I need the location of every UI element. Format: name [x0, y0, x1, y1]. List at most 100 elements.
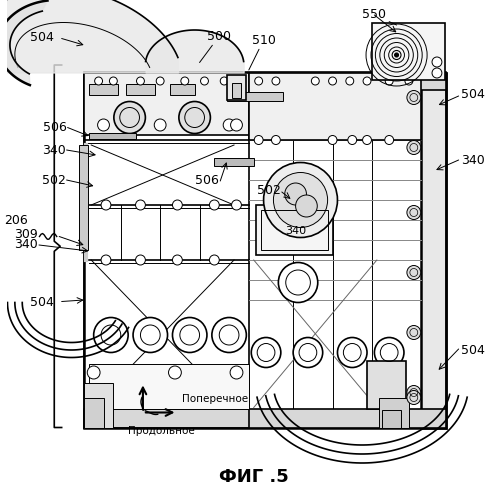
- Circle shape: [346, 77, 354, 85]
- Text: 502: 502: [257, 184, 281, 198]
- Circle shape: [432, 57, 442, 67]
- Bar: [84, 72, 446, 428]
- Bar: [367, 361, 406, 408]
- Circle shape: [385, 77, 393, 85]
- Bar: [88, 133, 136, 139]
- Circle shape: [407, 386, 420, 400]
- Text: ФИГ .5: ФИГ .5: [219, 468, 288, 486]
- Circle shape: [293, 338, 322, 368]
- Text: 504: 504: [30, 296, 54, 309]
- Circle shape: [179, 102, 210, 134]
- Circle shape: [230, 366, 243, 379]
- Circle shape: [232, 200, 241, 210]
- Circle shape: [272, 136, 280, 144]
- Text: 340: 340: [285, 226, 306, 236]
- Circle shape: [407, 326, 420, 340]
- Circle shape: [172, 255, 182, 265]
- Text: 510: 510: [249, 34, 276, 70]
- Bar: [84, 72, 249, 428]
- Bar: [170, 84, 194, 95]
- Bar: [249, 72, 421, 140]
- Text: 206: 206: [4, 214, 28, 226]
- Circle shape: [285, 183, 306, 205]
- Circle shape: [272, 77, 280, 85]
- Circle shape: [172, 200, 182, 210]
- Bar: [88, 364, 249, 408]
- Bar: [256, 205, 332, 255]
- Text: Продольное: Продольное: [128, 426, 195, 436]
- Bar: [84, 72, 249, 135]
- Circle shape: [114, 102, 146, 134]
- Circle shape: [384, 136, 394, 144]
- Circle shape: [407, 390, 420, 404]
- Circle shape: [296, 195, 318, 217]
- Bar: [421, 72, 446, 428]
- Text: 309: 309: [14, 228, 38, 241]
- Circle shape: [220, 77, 228, 85]
- Bar: [84, 72, 446, 90]
- Text: 340: 340: [460, 154, 484, 166]
- Circle shape: [328, 77, 336, 85]
- Circle shape: [110, 77, 118, 85]
- Text: 504: 504: [30, 31, 54, 44]
- Circle shape: [210, 255, 220, 265]
- Circle shape: [254, 77, 262, 85]
- Circle shape: [94, 318, 128, 352]
- Circle shape: [136, 77, 144, 85]
- Circle shape: [407, 90, 420, 104]
- Circle shape: [136, 200, 145, 210]
- Circle shape: [98, 119, 110, 131]
- Text: 340: 340: [42, 144, 66, 156]
- Circle shape: [136, 255, 145, 265]
- Circle shape: [101, 255, 111, 265]
- Bar: [232, 84, 241, 98]
- Circle shape: [407, 140, 420, 154]
- Text: 500: 500: [200, 30, 232, 62]
- Circle shape: [274, 172, 328, 228]
- Circle shape: [348, 136, 356, 144]
- Circle shape: [212, 318, 246, 352]
- Bar: [226, 75, 246, 100]
- Circle shape: [168, 366, 181, 379]
- Circle shape: [328, 136, 337, 144]
- Text: 550: 550: [362, 8, 396, 25]
- Text: 506: 506: [196, 174, 220, 188]
- Circle shape: [101, 200, 111, 210]
- Circle shape: [181, 77, 188, 85]
- Bar: [84, 398, 103, 428]
- Bar: [380, 398, 409, 428]
- Text: 504: 504: [460, 88, 484, 102]
- Circle shape: [156, 77, 164, 85]
- Bar: [261, 210, 328, 250]
- Circle shape: [200, 77, 208, 85]
- Circle shape: [223, 119, 235, 131]
- Text: 504: 504: [460, 344, 484, 356]
- Circle shape: [374, 338, 404, 368]
- Circle shape: [405, 77, 413, 85]
- Circle shape: [407, 266, 420, 280]
- Bar: [84, 382, 114, 428]
- Circle shape: [362, 136, 372, 144]
- Bar: [84, 408, 446, 428]
- Circle shape: [394, 53, 398, 57]
- Circle shape: [278, 262, 318, 302]
- Circle shape: [312, 77, 319, 85]
- Circle shape: [154, 119, 166, 131]
- Circle shape: [230, 119, 242, 131]
- Circle shape: [94, 77, 102, 85]
- Circle shape: [235, 77, 243, 85]
- Text: 506: 506: [42, 121, 66, 134]
- Circle shape: [338, 338, 367, 368]
- Text: 502: 502: [42, 174, 66, 186]
- Circle shape: [363, 77, 371, 85]
- Circle shape: [210, 200, 220, 210]
- Circle shape: [254, 136, 263, 144]
- Bar: [214, 158, 254, 166]
- Bar: [382, 410, 402, 428]
- Polygon shape: [0, 0, 48, 85]
- Bar: [88, 84, 118, 95]
- Text: Поперечное: Поперечное: [182, 394, 248, 404]
- Circle shape: [88, 366, 100, 379]
- Circle shape: [407, 206, 420, 220]
- Circle shape: [432, 68, 442, 78]
